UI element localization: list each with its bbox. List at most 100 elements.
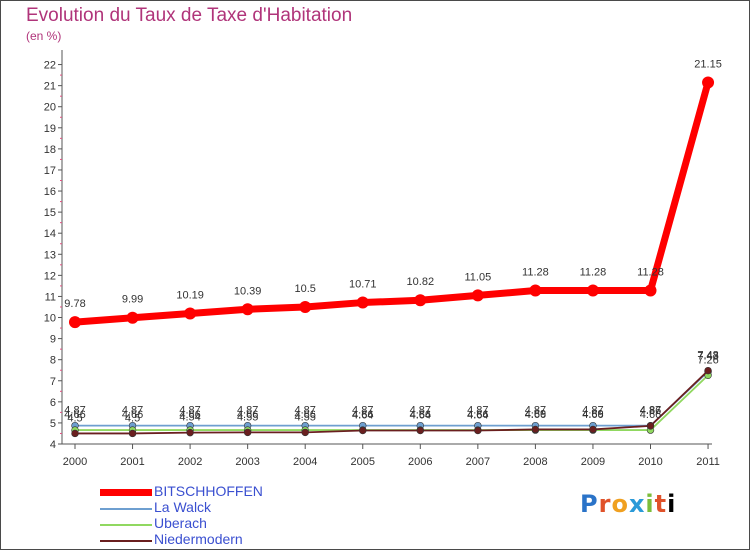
point-bitschhoffen-2007 (471, 289, 484, 302)
data-label-bitschhoffen-2006: 10.82 (407, 276, 435, 288)
y-tick-label-16: 16 (44, 186, 56, 198)
point-bitschhoffen-2000 (69, 316, 81, 329)
data-label-uberach-2000: 4.66 (64, 409, 85, 421)
y-tick-label-11: 11 (45, 291, 56, 303)
data-label-niedermodern-2002: 4.54 (179, 412, 200, 424)
y-tick-label-7: 7 (50, 376, 56, 388)
point-niedermodern-2003 (243, 428, 252, 437)
x-tick-label-2009: 2009 (581, 456, 605, 468)
legend-label-niedermodern: Niedermodern (154, 531, 243, 547)
data-label-uberach-2009: 4.66 (582, 409, 603, 421)
point-bitschhoffen-2004 (299, 300, 312, 313)
x-tick-label-2003: 2003 (235, 456, 259, 468)
point-niedermodern-2011 (704, 366, 712, 375)
data-label-la-walck-2005: 4.87 (352, 405, 373, 417)
data-label-bitschhoffen-2004: 10.5 (294, 283, 315, 295)
data-label-uberach-2001: 4.66 (122, 409, 143, 421)
x-tick-label-2001: 2001 (120, 456, 144, 468)
data-label-uberach-2010: 4.66 (640, 409, 661, 421)
legend-item-bitschhoffen: BITSCHHOFFEN (100, 483, 330, 501)
x-tick-label-2011: 2011 (696, 456, 720, 468)
point-niedermodern-2002 (186, 428, 194, 437)
data-label-bitschhoffen-2003: 10.39 (234, 285, 262, 297)
x-tick-label-2005: 2005 (351, 456, 375, 468)
series-line-niedermodern (75, 369, 709, 435)
y-tick-label-12: 12 (44, 270, 56, 282)
proxiti-logo: Proxiti (580, 490, 677, 518)
legend-swatch-la-walck (100, 508, 152, 510)
point-bitschhoffen-2002 (184, 307, 197, 320)
y-tick-label-4: 4 (50, 439, 56, 451)
series-line-uberach (75, 374, 709, 431)
data-label-bitschhoffen-2002: 10.19 (176, 290, 204, 302)
y-tick-label-18: 18 (44, 144, 56, 156)
y-tick-label-15: 15 (44, 207, 56, 219)
y-tick-label-17: 17 (44, 165, 56, 177)
data-label-uberach-2002: 4.66 (179, 409, 200, 421)
data-label-uberach-2004: 4.66 (294, 409, 315, 421)
x-tick-label-2008: 2008 (523, 456, 547, 468)
data-label-niedermodern-2005: 4.64 (352, 410, 373, 422)
data-label-niedermodern-2011: 7.48 (697, 350, 718, 362)
data-label-uberach-2005: 4.66 (352, 409, 373, 421)
legend-swatch-niedermodern (100, 540, 152, 542)
data-label-uberach-2006: 4.66 (410, 409, 431, 421)
point-bitschhoffen-2003 (241, 303, 254, 316)
data-label-la-walck-2000: 4.87 (64, 405, 85, 417)
data-label-niedermodern-2000: 4.5 (67, 412, 82, 424)
data-label-bitschhoffen-2001: 9.99 (122, 294, 143, 306)
legend-item-la-walck: La Walck (100, 499, 330, 517)
data-label-bitschhoffen-2005: 10.71 (349, 279, 377, 291)
data-label-la-walck-2008: 4.87 (525, 405, 546, 417)
data-label-la-walck-2007: 4.87 (467, 405, 488, 417)
y-tick-label-5: 5 (50, 418, 56, 430)
point-bitschhoffen-2006 (414, 294, 427, 307)
data-label-uberach-2008: 4.66 (525, 409, 546, 421)
legend-swatch-uberach (100, 524, 152, 526)
data-label-niedermodern-2001: 4.5 (125, 412, 140, 424)
y-tick-label-6: 6 (50, 397, 56, 409)
y-tick-label-8: 8 (50, 355, 56, 367)
y-tick-label-13: 13 (44, 249, 56, 261)
data-label-bitschhoffen-2000: 9.78 (64, 298, 85, 310)
series-line-la-walck (75, 371, 709, 427)
data-label-la-walck-2011: 7.43 (697, 351, 718, 363)
point-niedermodern-2001 (128, 429, 137, 438)
series-line-bitschhoffen (74, 81, 712, 326)
point-niedermodern-2004 (301, 428, 309, 437)
data-label-bitschhoffen-2007: 11.05 (464, 271, 491, 283)
x-tick-label-2006: 2006 (408, 456, 432, 468)
data-label-la-walck-2010: 4.87 (640, 405, 661, 417)
data-label-la-walck-2002: 4.87 (179, 405, 200, 417)
data-label-uberach-2003: 4.66 (237, 409, 258, 421)
point-niedermodern-2006 (416, 426, 424, 435)
data-label-bitschhoffen-2010: 11.28 (637, 267, 664, 279)
data-label-la-walck-2004: 4.87 (294, 405, 315, 417)
y-tick-label-22: 22 (44, 60, 56, 72)
point-niedermodern-2009 (589, 425, 597, 434)
point-bitschhoffen-2009 (586, 284, 599, 297)
data-label-la-walck-2003: 4.87 (237, 405, 258, 417)
point-bitschhoffen-2011 (702, 76, 715, 89)
data-label-niedermodern-2006: 4.64 (410, 410, 431, 422)
data-label-bitschhoffen-2011: 21.15 (694, 58, 722, 70)
point-niedermodern-2000 (71, 429, 79, 438)
data-label-bitschhoffen-2008: 11.28 (522, 267, 549, 279)
data-label-uberach-2007: 4.66 (467, 409, 488, 421)
legend-item-niedermodern: Niedermodern (100, 531, 330, 549)
legend-item-uberach: Uberach (100, 515, 330, 533)
point-bitschhoffen-2008 (529, 284, 542, 297)
point-niedermodern-2007 (474, 426, 482, 435)
y-tick-label-21: 21 (44, 81, 56, 93)
y-tick-label-9: 9 (50, 334, 56, 346)
y-tick-label-14: 14 (44, 228, 56, 240)
data-label-niedermodern-2003: 4.55 (237, 411, 258, 423)
point-niedermodern-2008 (531, 425, 540, 434)
point-bitschhoffen-2001 (126, 311, 139, 324)
data-label-la-walck-2009: 4.87 (582, 405, 603, 417)
data-label-bitschhoffen-2009: 11.28 (580, 267, 607, 279)
chart-subtitle: (en %) (26, 29, 62, 43)
data-label-niedermodern-2009: 4.69 (582, 408, 603, 420)
